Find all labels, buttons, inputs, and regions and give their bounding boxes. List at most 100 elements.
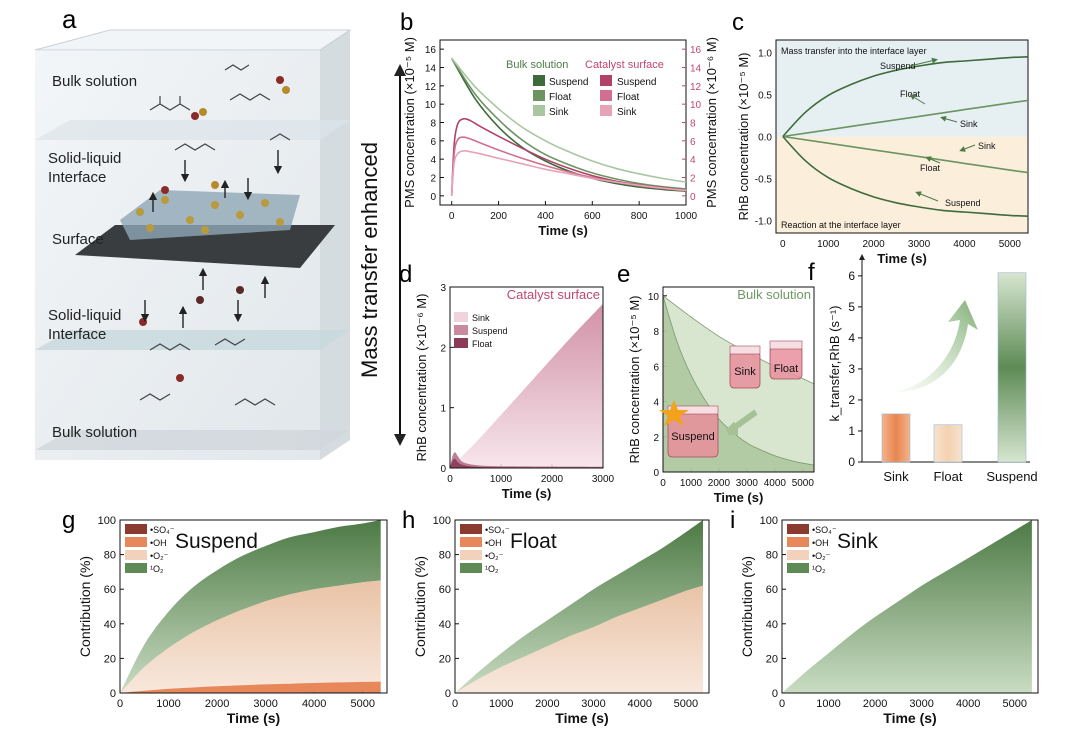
legend-label: •O₂⁻ xyxy=(150,551,169,561)
x-axis-label: Time (s) xyxy=(502,486,552,501)
legend-label: ¹O₂ xyxy=(812,564,826,574)
chart-h: 0 1000 2000 3000 4000 5000 0 20 40 60 80 100 Time (s… xyxy=(412,515,710,726)
y-axis-label: RhB concentration (×10⁻⁶ M) xyxy=(414,294,429,462)
y-tick-label: 60 xyxy=(104,584,116,596)
x-tick-label: 1000 xyxy=(490,474,513,485)
y-tick-label: 2 xyxy=(848,393,855,407)
legend-swatch xyxy=(125,524,147,534)
x-tick-label: 200 xyxy=(490,211,507,222)
chart-title: Catalyst surface xyxy=(507,287,600,302)
legend-label: Suspend xyxy=(549,77,588,88)
layer-label-surface: Surface xyxy=(52,231,104,248)
legend-label: Sink xyxy=(472,313,490,323)
legend-label: •O₂⁻ xyxy=(485,551,504,561)
chart-i: 0 1000 2000 3000 4000 5000 0 20 40 60 80 100 Time (s… xyxy=(739,515,1039,726)
x-tick-label: 1000 xyxy=(156,698,180,710)
y2-tick-label: 0 xyxy=(690,192,696,203)
label-arrow xyxy=(940,115,958,123)
x-tick-label: 0 xyxy=(449,211,455,222)
y-tick-label: 0 xyxy=(772,688,778,700)
y-tick-label: 0 xyxy=(430,192,436,203)
x-axis-label: Time (s) xyxy=(227,710,280,726)
legend-swatch xyxy=(125,550,147,560)
y-tick-label: 3 xyxy=(848,362,855,376)
area-singlet-oxygen xyxy=(455,520,703,693)
y-tick-label: 2 xyxy=(430,174,436,185)
y-tick-label: 0 xyxy=(653,468,659,479)
layer-label-interface-bottom: Solid-liquid Interface xyxy=(48,307,121,343)
y-tick-label: 4 xyxy=(430,155,436,166)
beaker-rim xyxy=(769,340,803,350)
x-tick-label: 1000 xyxy=(680,478,703,489)
curve-label: Suspend xyxy=(880,61,916,71)
x-tick-label: 0 xyxy=(779,698,785,710)
legend-swatch xyxy=(460,537,482,547)
y-tick-label: 6 xyxy=(653,362,659,373)
lower-interface-plane xyxy=(35,330,350,350)
y-tick-label: 100 xyxy=(433,515,451,527)
bar-float xyxy=(933,424,963,463)
legend-swatch xyxy=(460,563,482,573)
y-tick-label: 80 xyxy=(766,550,778,562)
label-arrow xyxy=(915,191,939,202)
x-tick-label: 2000 xyxy=(205,698,229,710)
panel-label-c: c xyxy=(732,9,744,36)
legend-swatch xyxy=(600,90,612,101)
y-tick-label: 4 xyxy=(848,331,855,345)
panel-label-e: e xyxy=(617,261,630,288)
trend-arrow-icon xyxy=(725,409,758,435)
plot-frame xyxy=(781,519,1039,694)
label-arrow xyxy=(909,57,938,67)
y-tick-label: 100 xyxy=(98,515,116,527)
y-tick-label: -1.0 xyxy=(755,216,773,227)
x-tick-label: 1000 xyxy=(675,211,698,222)
legend-label: ¹O₂ xyxy=(150,564,164,574)
legend-swatch xyxy=(454,338,468,348)
y2-tick-label: 8 xyxy=(690,119,696,130)
series-line-catalyst-surface-suspend xyxy=(450,117,687,196)
x-axis-label: Time (s) xyxy=(877,251,927,266)
chart-g: 0 1000 2000 3000 4000 5000 0 20 40 60 80 100 Time (s… xyxy=(77,515,388,726)
y-tick-label: 4 xyxy=(653,398,659,409)
legend-swatch xyxy=(125,537,147,547)
beaker-rim xyxy=(729,345,761,355)
x-tick-label: 2000 xyxy=(535,698,559,710)
legend-swatch xyxy=(787,550,809,560)
y-tick-label: 0 xyxy=(445,688,451,700)
x-tick-label: 2000 xyxy=(541,474,564,485)
x-tick-label: 1000 xyxy=(817,239,840,250)
x-tick-label: 0 xyxy=(117,698,123,710)
area-singlet-oxygen xyxy=(120,520,381,693)
y2-tick-label: 10 xyxy=(690,100,702,111)
y-tick-label: 8 xyxy=(430,119,436,130)
panel-label-h: h xyxy=(402,507,415,534)
y-axis-label: Contribution (%) xyxy=(77,556,93,657)
y-axis-label: Contribution (%) xyxy=(739,556,755,657)
curve-label: Suspend xyxy=(945,198,981,208)
label-arrow xyxy=(909,94,926,105)
legend-swatch xyxy=(600,75,612,86)
area-sink xyxy=(450,303,603,468)
x-tick-label: 4000 xyxy=(627,698,651,710)
y-tick-label: 20 xyxy=(766,653,778,665)
series-line-catalyst-surface-sink xyxy=(450,150,687,196)
y2-tick-label: 16 xyxy=(690,45,702,56)
panel-label-f: f xyxy=(808,259,815,286)
bottom-plane xyxy=(35,430,350,450)
bar-suspend xyxy=(997,272,1027,463)
area-oh xyxy=(120,681,381,693)
curve-label: Sink xyxy=(960,119,978,129)
chart-b: 0 200 400 600 800 1000 0 2 4 6 8 10 12 14 16 Time (s) PM… xyxy=(402,37,719,238)
y-tick-label: 60 xyxy=(439,584,451,596)
x-axis-label: Time (s) xyxy=(555,710,608,726)
legend-swatch xyxy=(454,325,468,335)
x-tick-label: 1000 xyxy=(489,698,513,710)
x-axis-label: Time (s) xyxy=(538,223,588,238)
layer-label-bulk-bottom: Bulk solution xyxy=(52,424,137,441)
y-tick-label: 20 xyxy=(104,653,116,665)
plot-frame xyxy=(454,519,710,694)
y-tick-label: 20 xyxy=(439,653,451,665)
legend-swatch xyxy=(533,75,545,86)
y-tick-label: 40 xyxy=(439,619,451,631)
